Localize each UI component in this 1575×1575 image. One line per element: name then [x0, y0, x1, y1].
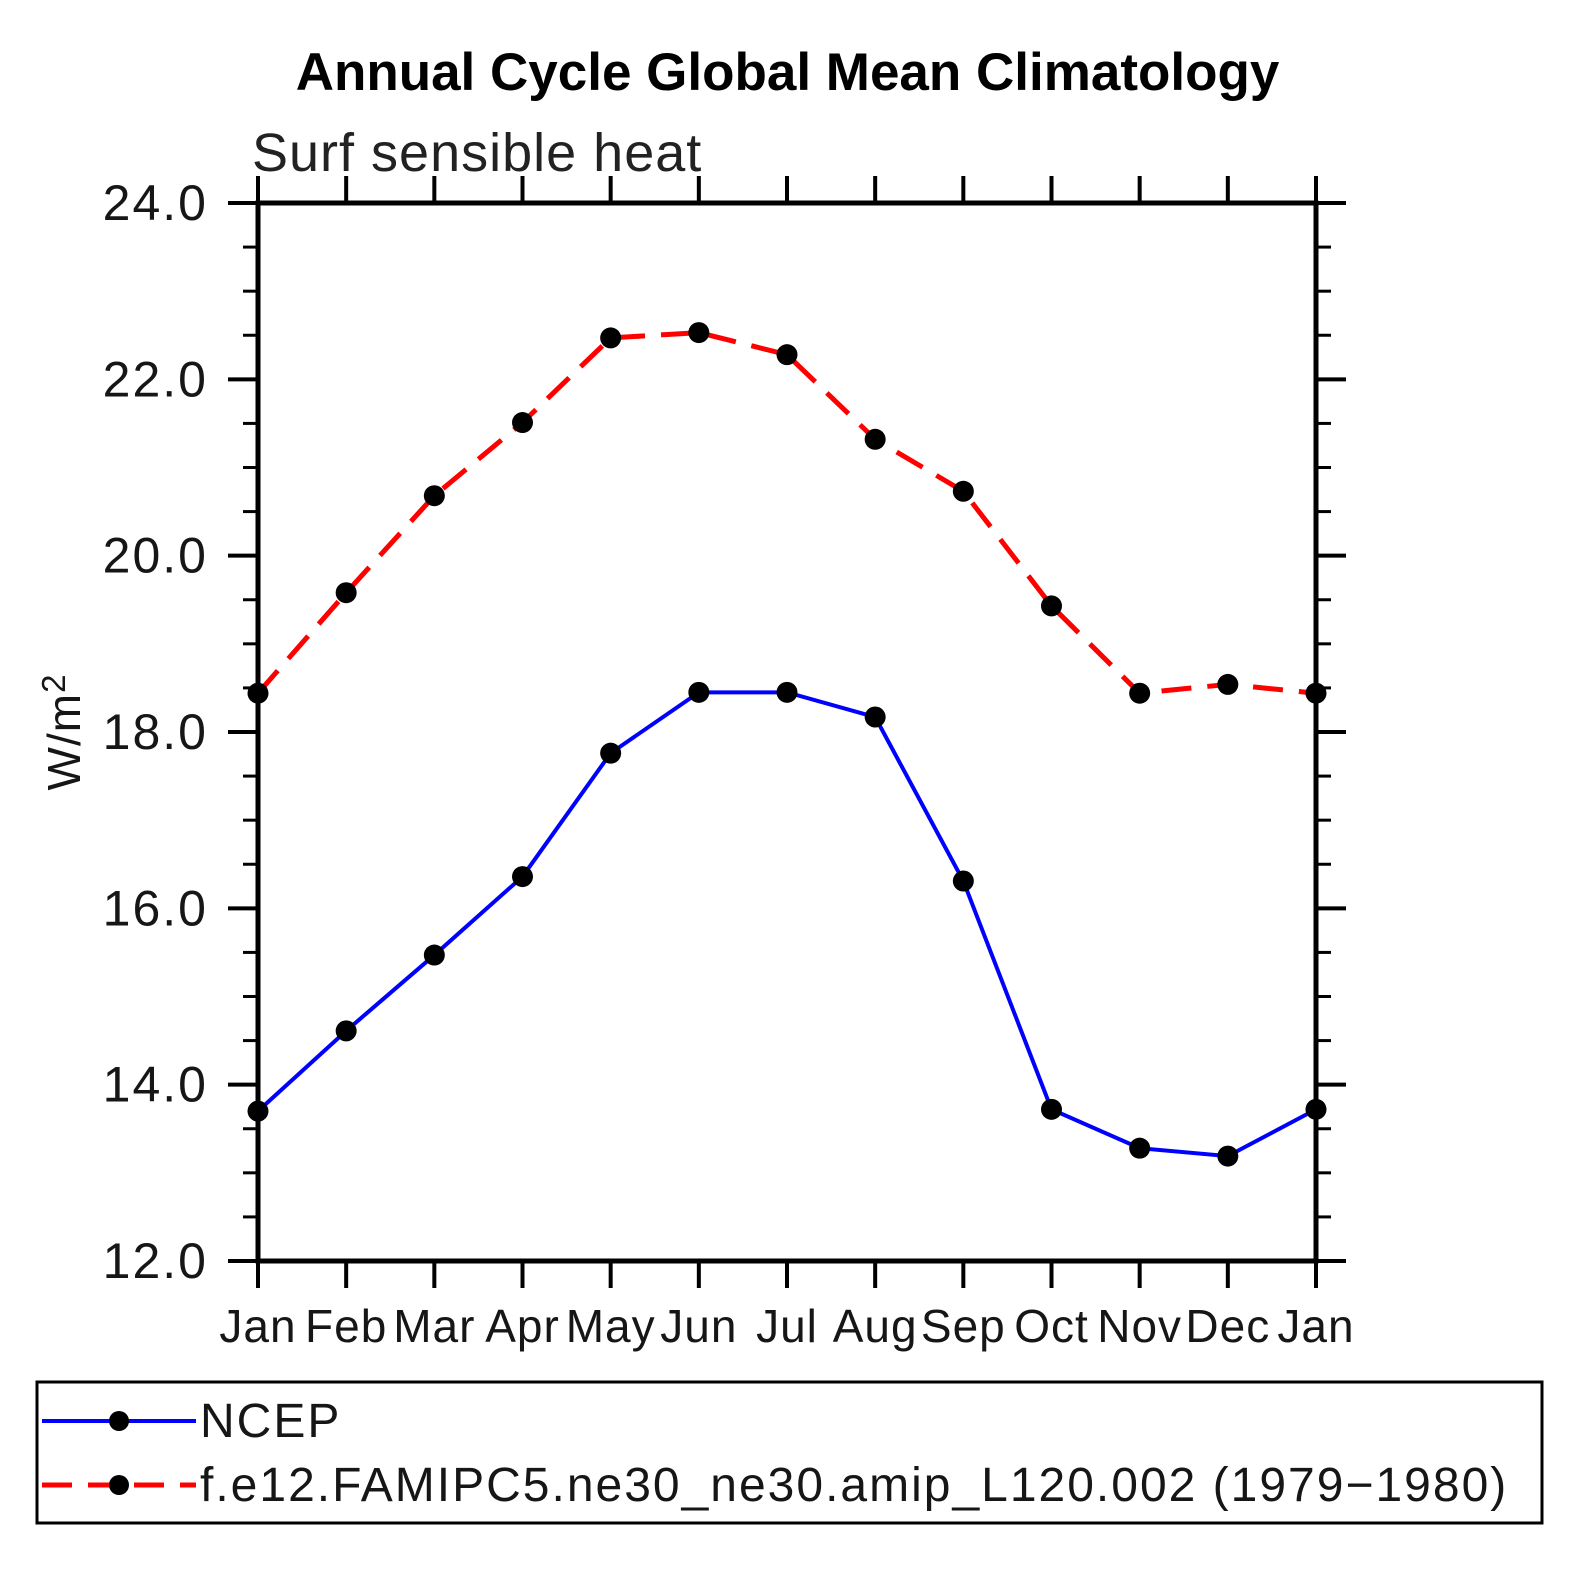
x-tick-label: Jan	[219, 1300, 296, 1352]
data-point	[512, 412, 533, 434]
x-tick-label: Mar	[393, 1300, 475, 1352]
legend-sample-marker-0	[109, 1411, 129, 1431]
series-ncep-line	[256, 690, 1317, 1159]
data-point	[1129, 1137, 1151, 1159]
x-tick-label: Jan	[1277, 1300, 1354, 1352]
data-point	[423, 485, 445, 507]
chart-title: Annual Cycle Global Mean Climatology	[295, 43, 1280, 102]
data-point	[776, 344, 798, 366]
data-point	[247, 682, 269, 704]
legend-entry-model: f.e12.FAMIPC5.ne30_ne30.amip_L120.002 (1…	[42, 1459, 1508, 1512]
data-point	[952, 480, 974, 502]
data-point	[1217, 1145, 1239, 1167]
data-point	[864, 428, 886, 450]
y-tick-label: 24.0	[103, 175, 208, 231]
y-tick-label: 12.0	[103, 1233, 208, 1289]
series-model-line	[256, 330, 1317, 696]
data-point	[864, 706, 886, 728]
data-point	[1217, 673, 1239, 695]
legend: NCEP f.e12.FAMIPC5.ne30_ne30.amip_L120.0…	[35, 1380, 1544, 1525]
data-point	[512, 866, 533, 888]
y-tick-label: 20.0	[103, 528, 208, 584]
data-point	[688, 681, 710, 703]
x-tick-label: Jul	[756, 1300, 818, 1352]
data-point	[247, 1100, 269, 1122]
x-tick-label: Apr	[485, 1300, 560, 1352]
legend-label-model: f.e12.FAMIPC5.ne30_ne30.amip_L120.002 (1…	[200, 1459, 1508, 1512]
y-tick-label: 14.0	[103, 1057, 208, 1113]
data-point	[600, 742, 622, 764]
x-tick-label: Dec	[1185, 1300, 1270, 1352]
x-tick-label: Jun	[660, 1300, 737, 1352]
data-point	[1129, 682, 1151, 704]
data-point	[952, 870, 974, 892]
data-point	[1041, 595, 1062, 617]
data-point	[776, 681, 798, 703]
y-tick-label: 18.0	[103, 704, 208, 760]
chart-subtitle: Surf sensible heat	[252, 123, 703, 183]
x-tick-label: Nov	[1097, 1300, 1182, 1352]
legend-sample-marker-1	[109, 1475, 129, 1495]
series-ncep	[247, 681, 1327, 1167]
legend-entry-ncep: NCEP	[42, 1395, 341, 1448]
y-axis-label: W/m2	[35, 674, 90, 791]
y-tick-label: 22.0	[103, 351, 208, 407]
data-point	[335, 582, 357, 604]
data-point	[423, 944, 445, 966]
legend-box	[35, 1380, 1544, 1525]
x-tick-label: Oct	[1014, 1300, 1089, 1352]
legend-label-ncep: NCEP	[200, 1395, 341, 1448]
x-tick-label: Aug	[833, 1300, 918, 1352]
data-point	[1041, 1098, 1062, 1120]
plot-frame	[255, 200, 1319, 1264]
data-point	[688, 322, 710, 344]
x-tick-label: Feb	[305, 1300, 387, 1352]
data-point	[1305, 1098, 1327, 1120]
y-tick-label: 16.0	[103, 880, 208, 936]
x-tick-label: May	[566, 1300, 656, 1352]
x-tick-label: Sep	[921, 1300, 1006, 1352]
data-point	[1305, 682, 1327, 704]
series-model	[247, 322, 1327, 704]
data-point	[600, 327, 622, 349]
data-point	[335, 1020, 357, 1042]
